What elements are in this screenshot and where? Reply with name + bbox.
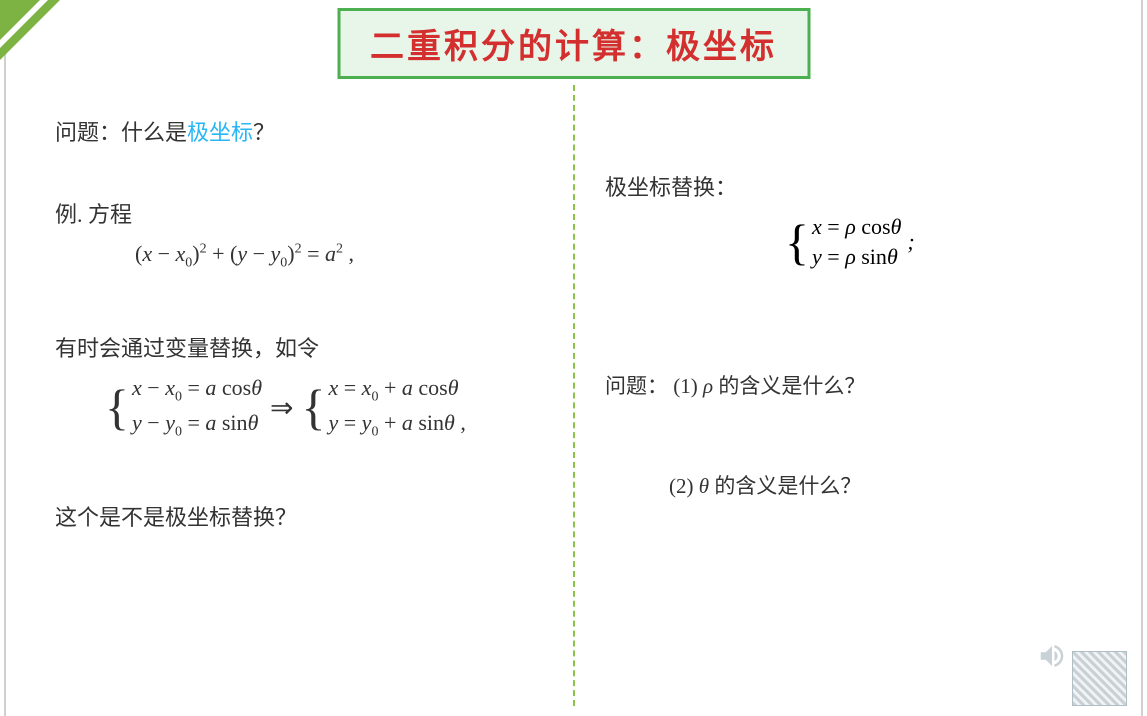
polar-brace: {: [785, 220, 809, 265]
left-brace-1: {: [105, 385, 129, 430]
q-prefix: 问题：: [605, 374, 668, 398]
border-left: [4, 0, 6, 716]
system-right: x = x0 + a cosθ y = y0 + a sinθ ,: [328, 375, 465, 440]
left-brace-2: {: [301, 385, 325, 430]
q1-text: 的含义是什么？: [718, 374, 865, 398]
q2-num: (2): [669, 474, 694, 498]
slide-title: 二重积分的计算：极坐标: [337, 8, 810, 79]
substitution-system: { x − x0 = a cosθ y − y0 = a sinθ ⇒ { x …: [105, 375, 545, 440]
sys-right-line1: x = x0 + a cosθ: [328, 375, 465, 405]
polar-stack: x = ρ cosθ y = ρ sinθ: [812, 214, 901, 270]
q1-num: (1): [673, 374, 698, 398]
q1-highlight: 极坐标: [187, 120, 253, 145]
speaker-icon: [1037, 641, 1067, 671]
sys-right-line2: y = y0 + a sinθ ,: [328, 410, 465, 440]
rho-question: 问题： (1) ρ 的含义是什么？: [605, 370, 1085, 400]
polar-line2: y = ρ sinθ: [812, 244, 901, 270]
q1-suffix: ？: [253, 120, 275, 145]
example-label: 例. 方程: [55, 197, 545, 229]
polar-header: 极坐标替换：: [605, 170, 1085, 202]
system-left: x − x0 = a cosθ y − y0 = a sinθ: [132, 375, 262, 440]
sys-left-line1: x − x0 = a cosθ: [132, 375, 262, 405]
q2-text: 的含义是什么？: [714, 474, 861, 498]
q2-var: θ: [699, 474, 709, 498]
polar-line1: x = ρ cosθ: [812, 214, 901, 240]
border-right: [1141, 0, 1143, 716]
circle-equation: (x − x0)2 + (y − y0)2 = a2 ,: [135, 241, 545, 271]
q1-prefix: 问题：什么是: [55, 120, 187, 145]
polar-semicolon: ;: [907, 229, 914, 255]
theta-question: (2) θ 的含义是什么？: [669, 470, 1085, 500]
q1-var: ρ: [703, 374, 713, 398]
right-column: 极坐标替换： { x = ρ cosθ y = ρ sinθ ; 问题： (1)…: [605, 115, 1085, 570]
qr-code: [1072, 651, 1127, 706]
polar-system: { x = ρ cosθ y = ρ sinθ ;: [785, 214, 1085, 270]
column-divider: [573, 85, 575, 706]
implies-arrow: ⇒: [270, 391, 293, 425]
left-column: 问题：什么是极坐标？ 例. 方程 (x − x0)2 + (y − y0)2 =…: [55, 115, 545, 544]
substitution-intro: 有时会通过变量替换，如令: [55, 331, 545, 363]
corner-decoration-inner2: [0, 0, 40, 40]
question-2: 这个是不是极坐标替换？: [55, 500, 545, 532]
sys-left-line2: y − y0 = a sinθ: [132, 410, 262, 440]
question-1: 问题：什么是极坐标？: [55, 115, 545, 147]
